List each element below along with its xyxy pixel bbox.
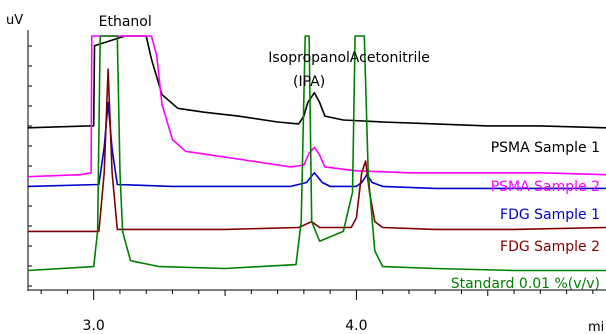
series-label: PSMA Sample 1 xyxy=(491,140,600,156)
series-line xyxy=(28,68,606,233)
x-tick-label: 4.0 xyxy=(345,318,367,334)
series-label: FDG Sample 1 xyxy=(500,207,600,223)
series-line xyxy=(27,35,606,272)
peak-label: (IPA) xyxy=(293,74,325,90)
series-line xyxy=(27,35,606,178)
series-layer xyxy=(27,35,606,272)
series-label: FDG Sample 2 xyxy=(500,239,600,255)
x-tick-label: 3.0 xyxy=(83,318,105,334)
x-axis-label: mi xyxy=(588,320,604,334)
series-label: Standard 0.01 %(v/v) xyxy=(451,276,600,292)
axes-group: 3.0 4.0 xyxy=(27,30,606,334)
peak-label: Isopropanol xyxy=(268,50,350,66)
labels-layer: Ethanol Isopropanol (IPA) Acetonitrile PSMA … xyxy=(99,14,600,292)
peak-label: Ethanol xyxy=(99,14,152,30)
y-axis-label: uV xyxy=(6,13,23,28)
series-label: PSMA Sample 2 xyxy=(491,179,600,195)
series-line xyxy=(27,35,606,129)
peak-label: Acetonitrile xyxy=(350,50,430,66)
